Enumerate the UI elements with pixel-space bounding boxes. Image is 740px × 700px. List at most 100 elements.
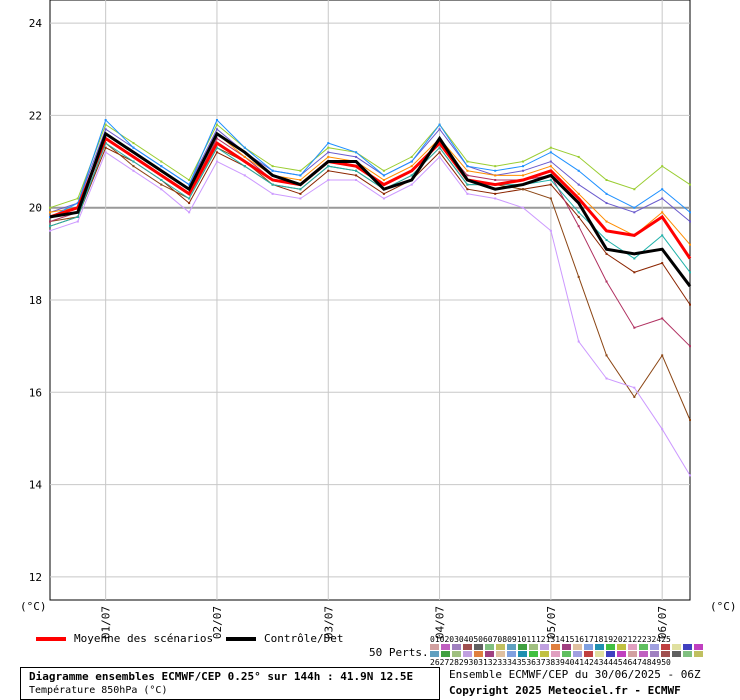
pert-swatch xyxy=(518,644,527,650)
member-point xyxy=(327,165,330,168)
y-tick-label: 16 xyxy=(29,386,42,399)
member-point xyxy=(689,303,691,306)
member-point xyxy=(689,183,691,186)
member-line xyxy=(49,142,691,273)
member-point xyxy=(49,229,51,232)
member-point xyxy=(605,179,608,181)
legend-control-label: Contrôle/Det xyxy=(264,632,344,645)
member-point xyxy=(577,192,580,195)
member-point xyxy=(466,188,469,191)
member-point xyxy=(243,155,246,158)
pert-swatch xyxy=(606,651,615,657)
member-point xyxy=(494,165,497,168)
member-point xyxy=(466,192,469,195)
member-point xyxy=(549,183,552,186)
pert-swatch xyxy=(628,644,637,650)
pert-swatch xyxy=(573,651,582,657)
member-point xyxy=(466,169,469,172)
member-point xyxy=(327,146,330,149)
member-point xyxy=(438,155,441,158)
member-point xyxy=(299,179,302,181)
member-point xyxy=(327,169,330,172)
pert-swatch xyxy=(485,651,494,657)
member-line xyxy=(49,151,691,476)
member-point xyxy=(49,215,51,218)
member-point xyxy=(466,174,469,177)
control-line xyxy=(49,131,692,288)
member-point xyxy=(633,211,636,214)
member-point xyxy=(104,119,107,121)
pert-swatch xyxy=(463,644,472,650)
member-point xyxy=(494,179,497,181)
member-point xyxy=(661,188,664,191)
member-point xyxy=(382,179,385,181)
member-point xyxy=(689,243,691,246)
member-point xyxy=(577,211,580,214)
x-tick-label: 03/07 xyxy=(322,606,335,639)
pert-swatch xyxy=(430,651,439,657)
member-point xyxy=(382,174,385,177)
member-point xyxy=(577,225,580,228)
member-point xyxy=(689,211,691,214)
pert-swatch xyxy=(584,651,593,657)
pert-swatch xyxy=(573,644,582,650)
member-point xyxy=(188,183,191,186)
member-point xyxy=(494,169,497,172)
member-point xyxy=(522,165,525,168)
member-point xyxy=(215,128,218,131)
perts-numbers-bottom: 2627282930313233343536373839404142434445… xyxy=(430,658,671,667)
legend-control-swatch xyxy=(226,637,256,641)
member-point xyxy=(466,183,469,186)
pert-swatch xyxy=(617,651,626,657)
pert-swatch xyxy=(683,644,692,650)
legend-mean-label: Moyenne des scénarios xyxy=(74,632,214,645)
y-tick-label: 12 xyxy=(29,571,42,584)
member-point xyxy=(689,220,691,223)
member-point xyxy=(215,146,218,149)
member-point xyxy=(577,275,580,278)
pert-swatch xyxy=(595,644,604,650)
pert-swatch xyxy=(562,644,571,650)
pert-swatch xyxy=(661,651,670,657)
member-point xyxy=(215,123,218,126)
footer-title-box: Diagramme ensembles ECMWF/CEP 0.25° sur … xyxy=(20,667,440,700)
member-point xyxy=(661,234,664,237)
member-point xyxy=(410,160,413,163)
member-point xyxy=(215,160,218,163)
member-point xyxy=(438,146,441,149)
perts-swatches-top xyxy=(430,644,705,650)
member-point xyxy=(577,215,580,218)
member-point xyxy=(104,128,107,131)
member-point xyxy=(633,326,636,329)
member-point xyxy=(355,174,358,177)
member-point xyxy=(522,160,525,163)
member-point xyxy=(605,252,608,255)
member-point xyxy=(410,174,413,177)
member-point xyxy=(549,146,552,149)
member-point xyxy=(327,155,330,158)
member-point xyxy=(299,188,302,191)
member-point xyxy=(327,142,330,145)
chart-grid xyxy=(49,0,691,601)
member-point xyxy=(689,271,691,274)
member-point xyxy=(410,165,413,168)
member-point xyxy=(271,169,274,172)
pert-swatch xyxy=(562,651,571,657)
member-point xyxy=(76,202,79,205)
member-point xyxy=(661,165,664,168)
y-tick-label: 18 xyxy=(29,294,42,307)
chart-title: Diagramme ensembles ECMWF/CEP 0.25° sur … xyxy=(29,670,414,683)
member-point xyxy=(355,151,358,154)
member-point xyxy=(104,146,107,149)
main-series-lines xyxy=(49,131,692,288)
member-point xyxy=(494,174,497,177)
member-point xyxy=(577,183,580,186)
member-point xyxy=(549,165,552,168)
member-point xyxy=(299,197,302,200)
perts-numbers-top: 0102030405060708091011121314151617181920… xyxy=(430,635,671,644)
member-point xyxy=(188,211,191,214)
member-point xyxy=(605,239,608,241)
pert-swatch xyxy=(606,644,615,650)
pert-swatch xyxy=(452,651,461,657)
pert-swatch xyxy=(529,651,538,657)
